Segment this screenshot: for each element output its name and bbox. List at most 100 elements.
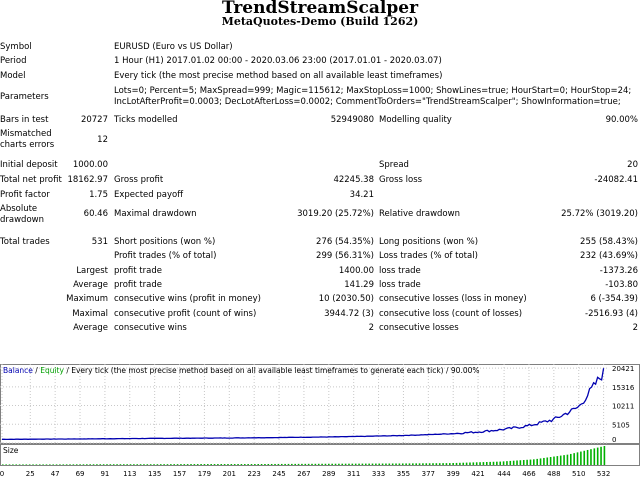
size-bar <box>405 463 407 465</box>
relative-drawdown-label: Relative drawdown <box>379 209 460 219</box>
period-value: 1 Hour (H1) 2017.01.02 00:00 - 2020.03.0… <box>114 56 442 66</box>
size-bar <box>354 463 357 465</box>
maximum-label: Maximum <box>66 294 108 304</box>
size-bar <box>543 457 545 465</box>
parameters-label: Parameters <box>0 92 49 102</box>
size-bar <box>250 464 253 465</box>
total-trades-value: 531 <box>91 237 108 247</box>
size-bar <box>576 452 579 465</box>
size-bar <box>314 463 317 465</box>
x-tick-label: 333 <box>372 470 385 478</box>
size-bar <box>328 463 330 465</box>
x-tick-label: 466 <box>522 470 536 478</box>
size-bar <box>573 453 575 465</box>
size-bar <box>398 463 401 465</box>
size-bar <box>425 463 428 465</box>
size-bar <box>556 456 559 465</box>
maximal-drawdown-label: Maximal drawdown <box>114 209 197 219</box>
size-bar <box>75 464 78 465</box>
size-bar <box>311 463 313 465</box>
spread-value: 20 <box>627 160 638 170</box>
max-consecutive-profit-value: 3944.72 (3) <box>324 309 374 319</box>
size-bar <box>596 447 599 465</box>
size-bar <box>334 463 337 465</box>
max-consecutive-losses-label: consecutive losses (loss in money) <box>379 294 527 304</box>
x-tick-label: 47 <box>51 470 60 478</box>
size-bar <box>358 463 360 465</box>
size-bar <box>247 464 249 465</box>
max-consecutive-loss-label: consecutive loss (count of losses) <box>379 309 523 319</box>
symbol-value: EURUSD (Euro vs US Dollar) <box>114 42 233 52</box>
size-bar <box>163 464 165 465</box>
x-tick-label: 179 <box>198 470 211 478</box>
size-bar <box>321 463 323 465</box>
size-bar <box>536 458 538 465</box>
x-tick-label: 532 <box>597 470 610 478</box>
size-bar <box>408 463 411 465</box>
size-bar <box>49 464 51 465</box>
size-bar <box>146 464 149 465</box>
size-bar <box>12 464 14 465</box>
loss-trades-value: 232 (43.69%) <box>580 251 638 261</box>
x-tick-label: 113 <box>123 470 136 478</box>
size-bar <box>200 464 202 465</box>
size-bar <box>442 463 444 465</box>
size-bar <box>465 462 468 465</box>
size-bar <box>489 461 491 465</box>
profit-factor-value: 1.75 <box>89 190 108 200</box>
size-bar <box>86 464 88 465</box>
size-bar <box>603 446 606 465</box>
size-bar <box>217 464 219 465</box>
size-bar <box>8 464 11 465</box>
size-bar <box>381 463 384 465</box>
size-bar <box>301 463 303 465</box>
x-tick-label: 157 <box>173 470 186 478</box>
size-bar <box>371 463 374 465</box>
size-bar <box>459 462 461 465</box>
size-bar <box>25 464 28 465</box>
size-bar <box>583 450 586 465</box>
size-bar <box>18 464 21 465</box>
size-bar <box>586 449 589 465</box>
size-bar <box>590 449 592 465</box>
size-bar <box>92 464 95 465</box>
size-bar <box>580 451 582 465</box>
size-bar <box>5 464 7 465</box>
size-bar <box>361 463 364 465</box>
x-tick-label: 201 <box>223 470 236 478</box>
size-bar <box>593 448 596 465</box>
size-bar <box>55 464 58 465</box>
size-bar <box>196 464 199 465</box>
size-bar <box>260 464 263 465</box>
spread-label: Spread <box>379 160 409 170</box>
size-bar <box>401 463 404 465</box>
size-bar <box>102 464 105 465</box>
average-label: Average <box>73 280 108 290</box>
size-bar <box>533 459 535 465</box>
expected-payoff-value: 34.21 <box>349 190 374 200</box>
balance-series-line <box>2 368 605 441</box>
report-subtitle: MetaQuotes-Demo (Build 1262) <box>221 15 419 28</box>
avg-consecutive-losses-label: consecutive losses <box>379 323 459 333</box>
size-bar <box>291 463 293 465</box>
loss-trades-label: Loss trades (% of total) <box>379 251 478 261</box>
size-bar <box>257 464 260 465</box>
bars-value: 20727 <box>80 115 108 125</box>
x-tick-label: 355 <box>397 470 410 478</box>
size-bar <box>227 464 229 465</box>
size-bar <box>435 463 438 465</box>
balance-chart: Balance / Equity / Every tick (the most … <box>0 364 640 478</box>
x-tick-label: 267 <box>297 470 310 478</box>
x-tick-label: 135 <box>148 470 161 478</box>
size-bar <box>32 464 34 465</box>
size-bar <box>428 463 431 465</box>
size-bar <box>264 463 266 465</box>
size-bar <box>529 459 532 465</box>
size-bar <box>553 456 555 465</box>
mismatch-label: Mismatched charts errors <box>0 129 55 150</box>
gross-loss-label: Gross loss <box>379 175 423 185</box>
size-bar <box>280 463 283 465</box>
chart-legend: Balance / Equity / Every tick (the most … <box>3 366 480 375</box>
size-bar <box>2 464 4 465</box>
x-tick-label: 91 <box>100 470 109 478</box>
